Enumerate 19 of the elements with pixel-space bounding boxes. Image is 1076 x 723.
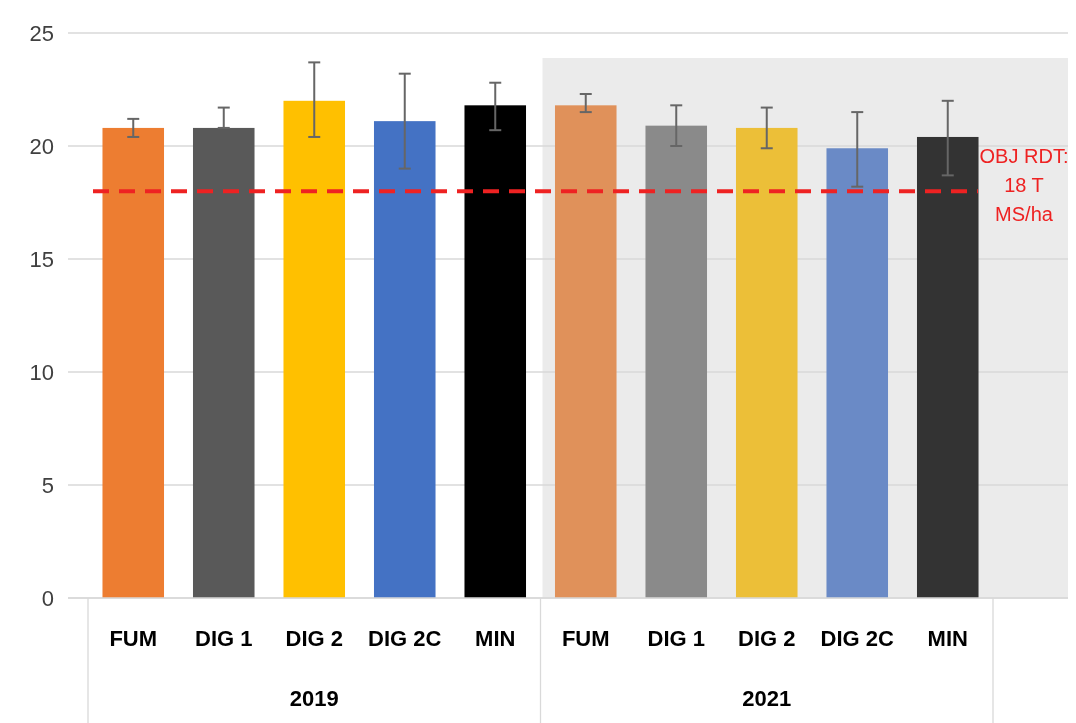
x-tick-label: DIG 2 [738,626,796,651]
x-tick-label: FUM [561,626,610,651]
y-tick-label: 20 [29,133,54,159]
x-tick-label: DIG 2C [368,626,442,651]
text: 2021 [742,686,792,711]
x-tick-label: DIG 2 [285,626,343,651]
ref-line-label: OBJ RDT: 18 T MS/ha [979,145,1069,226]
y-tick-label: 10 [29,359,54,385]
y-tick-label: 5 [41,472,54,498]
x-tick-label: DIG 1 [647,626,705,651]
x-tick-label: DIG 2C [820,626,895,651]
x-tick-label: MIN [475,626,516,651]
x-tick-label: FUM [109,626,158,651]
text: 2019 [289,686,339,711]
x-tick-label: MIN [927,626,968,651]
y-tick-label: 15 [29,246,54,272]
x-tick-label: DIG 1 [195,626,253,651]
y-tick-label: 0 [41,585,54,611]
y-tick-label: 25 [29,20,54,46]
